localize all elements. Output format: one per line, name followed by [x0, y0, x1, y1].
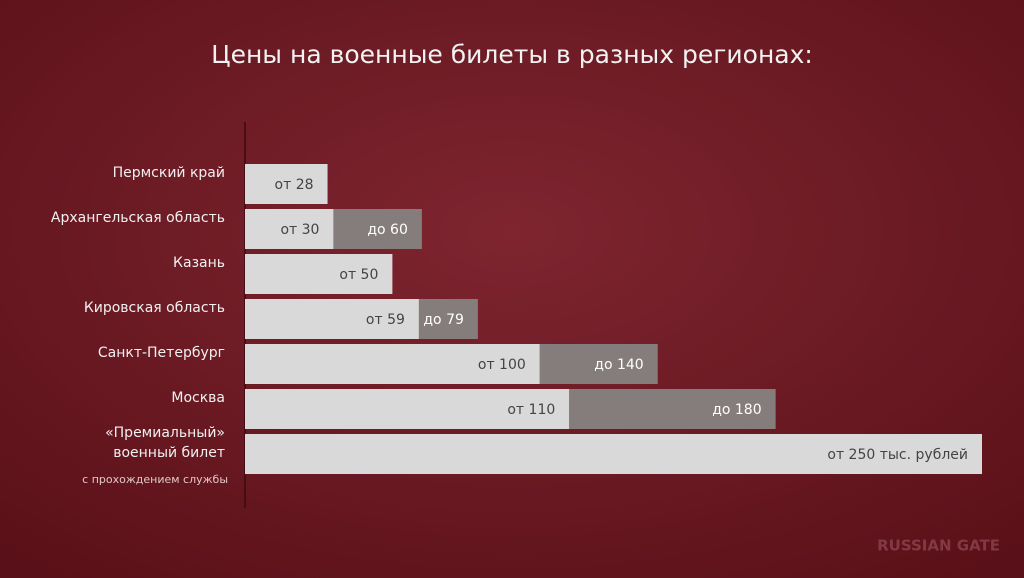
value-label: от 30 — [280, 222, 319, 238]
bar-segment — [245, 389, 570, 429]
bar-segment — [333, 209, 422, 249]
watermark: RUSSIAN GATE — [877, 537, 1000, 555]
category-label: Пермский край — [113, 165, 225, 181]
value-label: от 50 — [339, 267, 378, 283]
chart-title: Цены на военные билеты в разных регионах… — [211, 40, 813, 69]
category-label: Архангельская область — [51, 210, 225, 226]
value-label: от 28 — [275, 177, 314, 193]
value-label: от 110 — [507, 402, 555, 418]
category-label: «Премиальный» военный билет — [105, 425, 225, 461]
bar-segment — [245, 254, 393, 294]
bar-segment — [418, 299, 478, 339]
bar-segment — [569, 389, 776, 429]
value-label: до 79 — [423, 312, 464, 328]
bar-segment — [245, 209, 334, 249]
bar-segment — [245, 299, 419, 339]
bar-segment — [245, 344, 540, 384]
category-label: Кировская область — [84, 300, 225, 316]
bar-segment — [539, 344, 658, 384]
category-label: Казань — [173, 255, 225, 271]
category-label: Санкт-Петербург — [98, 345, 225, 361]
value-label: от 59 — [366, 312, 405, 328]
value-label: от 100 — [478, 357, 526, 373]
value-label: до 140 — [594, 357, 643, 373]
category-note: с прохождением службы — [82, 473, 228, 486]
value-label: от 250 тыс. рублей — [827, 447, 968, 463]
category-label: Москва — [171, 390, 225, 406]
value-label: до 60 — [367, 222, 408, 238]
bar-segment — [245, 164, 328, 204]
value-label: до 180 — [712, 402, 761, 418]
bar-segment — [245, 434, 982, 474]
